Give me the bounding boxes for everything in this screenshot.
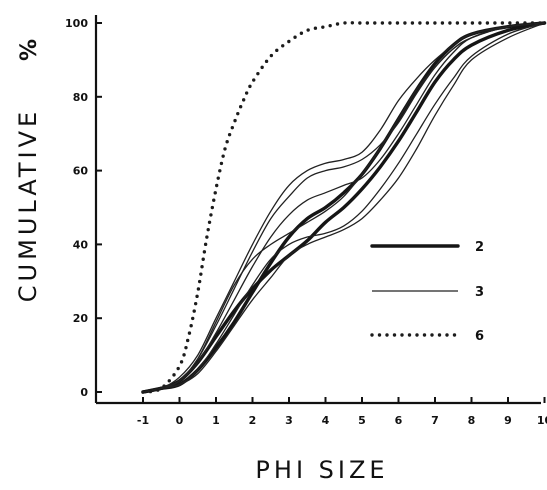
x-tick-label: -1 — [137, 414, 149, 427]
series-line-thin-5 — [142, 22, 545, 393]
y-axis-unit: % — [17, 35, 42, 61]
x-tick-label: 4 — [322, 414, 330, 427]
x-tick-label: 7 — [431, 414, 439, 427]
series-line-thin-4 — [142, 22, 545, 393]
x-tick-label: 10 — [537, 414, 547, 427]
axes: 0 20 40 60 80 100 -1 0 1 2 3 4 5 6 7 8 9 10 — [65, 15, 547, 427]
legend-label-2: 2 — [475, 240, 484, 255]
series-line-thin-6 — [142, 22, 545, 393]
x-tick-label: 0 — [176, 414, 184, 427]
y-axis-title: CUMULATIVE — [14, 108, 42, 302]
x-tick-label: 6 — [395, 414, 403, 427]
x-ticks: -1 0 1 2 3 4 5 6 7 8 9 10 — [137, 397, 547, 427]
y-tick-label: 20 — [73, 312, 89, 325]
series-layer — [141, 21, 547, 394]
y-tick-label: 0 — [80, 386, 88, 399]
series-line-thin-7 — [142, 22, 545, 393]
x-axis-title: PHI SIZE — [255, 456, 388, 484]
y-tick-label: 80 — [73, 91, 89, 104]
x-tick-label: 5 — [358, 414, 366, 427]
series-line-thick-1 — [141, 21, 547, 394]
legend: 2 3 6 — [370, 240, 484, 344]
x-tick-label: 2 — [249, 414, 257, 427]
y-ticks: 0 20 40 60 80 100 — [65, 17, 102, 399]
series-line-thin-8 — [142, 22, 545, 393]
y-tick-label: 100 — [65, 17, 88, 30]
y-tick-label: 40 — [73, 238, 89, 251]
legend-label-3: 3 — [475, 285, 484, 300]
x-tick-label: 3 — [285, 414, 293, 427]
x-tick-label: 8 — [468, 414, 476, 427]
x-tick-label: 1 — [212, 414, 220, 427]
x-tick-label: 9 — [504, 414, 512, 427]
legend-label-6: 6 — [475, 329, 484, 344]
y-tick-label: 60 — [73, 165, 89, 178]
